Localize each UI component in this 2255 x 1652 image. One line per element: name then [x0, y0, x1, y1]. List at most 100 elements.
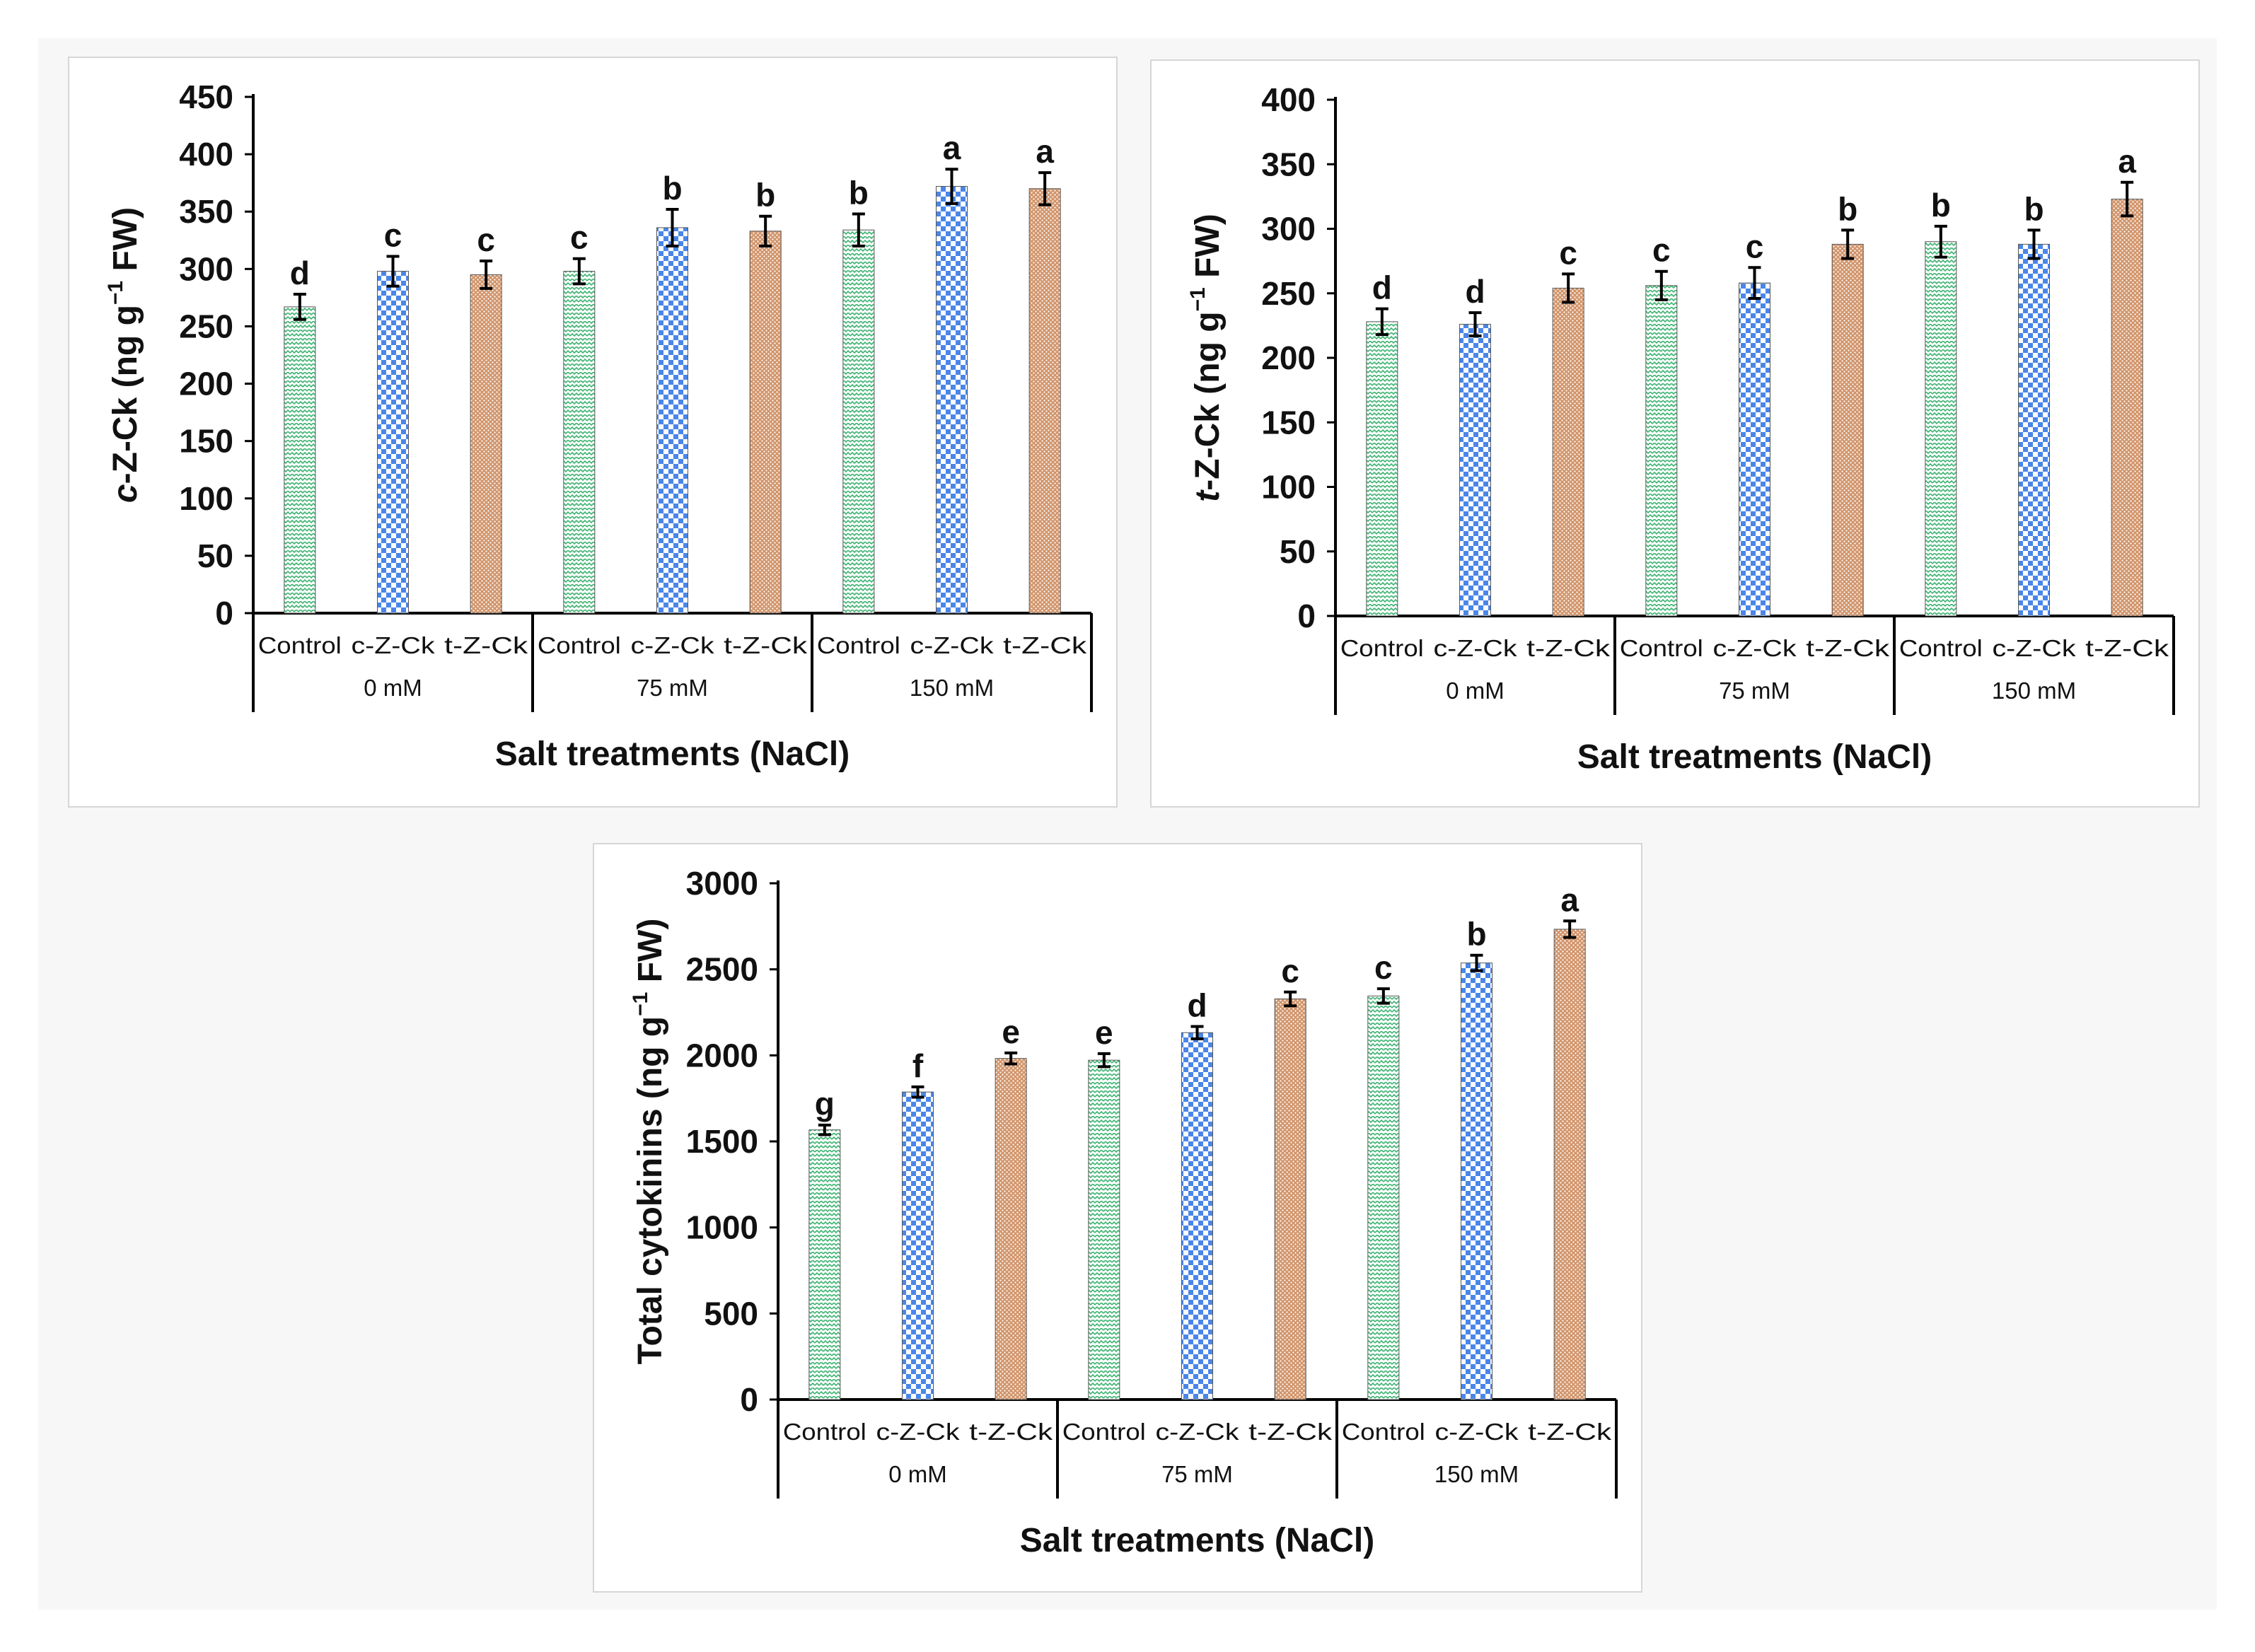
bar [1366, 321, 1398, 617]
significance-letter: b [1931, 187, 1951, 223]
y-tick-label: 400 [179, 136, 233, 173]
y-axis-title-part: FW) [632, 919, 669, 992]
y-tick-label: 150 [179, 423, 233, 460]
y-tick-label: 150 [1261, 404, 1316, 441]
chart-panel-tzck: 0 50 100 150 200 250 300 350 400 d Control d c-Z-Ck c… [1150, 59, 2200, 808]
significance-letter: a [943, 129, 961, 166]
bar [936, 186, 968, 614]
y-tick-label: 300 [1261, 211, 1316, 248]
x-category-label: Control [1899, 635, 1983, 661]
significance-letter: d [290, 255, 310, 291]
significance-letter: c [384, 216, 402, 253]
bar [1645, 285, 1678, 617]
y-axis-title-part: Total cytokinins (ng g [632, 1016, 669, 1364]
bar [1739, 282, 1770, 617]
x-category-label: c-Z-Ck [1993, 635, 2077, 661]
y-axis-title: t-Z-Ck (ng g−1 FW) [1186, 214, 1227, 501]
significance-letter: b [1838, 190, 1857, 227]
bar [1088, 1059, 1120, 1400]
bar [1181, 1032, 1213, 1400]
significance-letter: b [2024, 190, 2044, 227]
significance-letter: a [2118, 143, 2136, 180]
bar [563, 271, 596, 614]
x-category-label: t-Z-Ck [2085, 635, 2169, 661]
significance-letter: c [1652, 232, 1671, 269]
y-axis-title: Total cytokinins (ng g−1 FW) [629, 919, 669, 1365]
x-category-label: Control [817, 632, 900, 658]
significance-letter: c [1374, 949, 1393, 986]
y-tick-label: 100 [179, 480, 233, 517]
bar [1552, 287, 1584, 617]
y-axis-title-part: t [1189, 489, 1227, 502]
x-group-label: 150 mM [910, 675, 994, 701]
y-tick-label: 50 [197, 537, 233, 574]
y-tick-label: 500 [704, 1295, 758, 1332]
x-category-label: Control [258, 632, 342, 658]
x-category-label: c-Z-Ck [910, 632, 995, 658]
x-group-label: 75 mM [1161, 1461, 1233, 1487]
x-category-label: t-Z-Ck [1003, 632, 1087, 658]
y-axis-title-part: FW) [1189, 214, 1227, 287]
significance-letter: a [1036, 133, 1054, 170]
x-group-label: 0 mM [364, 675, 422, 701]
significance-letter: b [1466, 916, 1486, 953]
significance-letter: c [1281, 953, 1299, 989]
y-tick-label: 0 [1297, 598, 1316, 634]
y-tick-label: 350 [179, 193, 233, 230]
y-tick-label: 3000 [686, 865, 758, 902]
x-axis-title: Salt treatments (NaCl) [1577, 738, 1932, 776]
bar [749, 231, 782, 614]
significance-letter: e [1002, 1013, 1020, 1050]
x-category-label: t-Z-Ck [969, 1419, 1053, 1445]
x-category-label: Control [1620, 635, 1703, 661]
x-category-label: t-Z-Ck [444, 632, 528, 658]
y-tick-label: 250 [179, 308, 233, 344]
significance-letter: e [1095, 1014, 1113, 1051]
y-tick-label: 1000 [686, 1209, 758, 1246]
x-group-label: 150 mM [1992, 677, 2076, 704]
y-tick-label: 2000 [686, 1037, 758, 1074]
bar [1367, 995, 1400, 1400]
significance-letter: c [1559, 234, 1577, 271]
bar [1461, 962, 1492, 1400]
chart-panel-total-cytokinins: 0 500 1000 1500 2000 2500 3000 g Control f c-Z-Ck e… [593, 843, 1642, 1593]
x-axis-title: Salt treatments (NaCl) [1020, 1522, 1374, 1559]
y-axis-title-part: −1 [629, 992, 652, 1016]
bar [1459, 324, 1491, 617]
x-category-label: c-Z-Ck [631, 632, 715, 658]
x-group-label: 0 mM [1446, 677, 1505, 704]
significance-letter: b [755, 177, 775, 214]
significance-letter: a [1560, 881, 1579, 918]
significance-letter: b [662, 170, 682, 206]
y-tick-label: 2500 [686, 951, 758, 988]
significance-letter: d [1372, 269, 1392, 306]
significance-letter: d [1465, 273, 1485, 310]
x-group-label: 75 mM [637, 675, 708, 701]
y-axis-title: c-Z-Ck (ng g−1 FW) [104, 207, 144, 503]
significance-letter: c [1746, 228, 1764, 264]
bar [656, 227, 688, 614]
bar [1831, 243, 1864, 617]
x-category-label: c-Z-Ck [1156, 1419, 1240, 1445]
y-axis-title-part: FW) [107, 207, 144, 281]
x-category-label: t-Z-Ck [1528, 1419, 1612, 1445]
y-tick-label: 0 [740, 1381, 758, 1418]
x-category-label: t-Z-Ck [1526, 635, 1611, 661]
chart-svg: 0 50 100 150 200 250 300 350 400 d Control d c-Z-Ck c… [1186, 81, 2175, 776]
chart-svg: 050100150200250300350400450dControlcc-Z-… [104, 78, 1093, 773]
significance-letter: g [815, 1086, 835, 1122]
x-category-label: Control [1340, 635, 1424, 661]
y-tick-label: 250 [1261, 275, 1316, 312]
x-category-label: Control [538, 632, 621, 658]
x-category-label: Control [783, 1419, 866, 1445]
y-axis-title-part: −1 [1186, 287, 1210, 311]
bar [2111, 199, 2143, 617]
x-group-label: 0 mM [888, 1461, 947, 1487]
x-axis-title: Salt treatments (NaCl) [495, 735, 850, 773]
y-tick-label: 200 [179, 366, 233, 402]
chart-svg: 0 500 1000 1500 2000 2500 3000 g Control f c-Z-Ck e… [629, 865, 1618, 1559]
x-category-label: c-Z-Ck [876, 1419, 961, 1445]
x-category-label: c-Z-Ck [1713, 635, 1797, 661]
bar [1028, 188, 1061, 614]
bar [377, 271, 409, 614]
